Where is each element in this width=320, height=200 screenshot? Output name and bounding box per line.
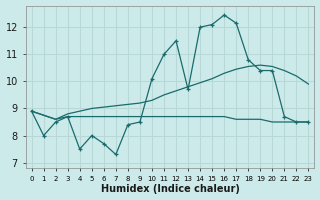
X-axis label: Humidex (Indice chaleur): Humidex (Indice chaleur) (100, 184, 239, 194)
